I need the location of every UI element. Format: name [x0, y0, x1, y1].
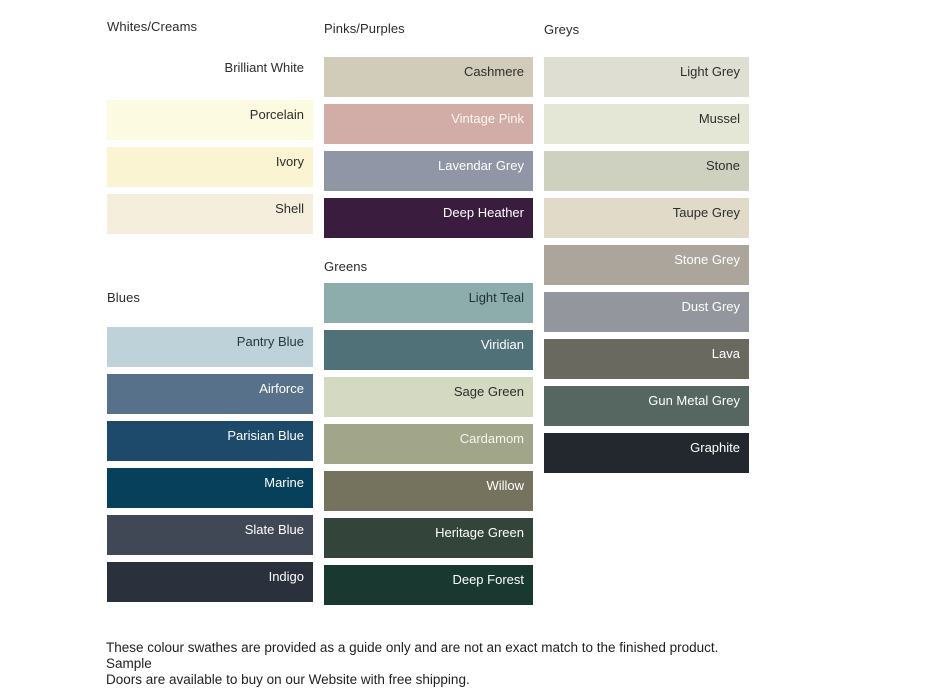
swatch-willow: Willow [324, 471, 533, 511]
swatch-label: Lavendar Grey [438, 158, 524, 173]
swatch-cardamom: Cardamom [324, 424, 533, 464]
swatch-label: Gun Metal Grey [648, 393, 740, 408]
swatch-list: Brilliant White Porcelain Ivory Shell [107, 53, 313, 234]
swatch-heritage-green: Heritage Green [324, 518, 533, 558]
swatch-list: Cashmere Vintage Pink Lavendar Grey Deep He… [324, 57, 533, 238]
swatch-label: Light Teal [468, 290, 524, 305]
swatch-indigo: Indigo [107, 562, 313, 602]
colour-group-greys: Greys Light Grey Mussel Stone Taupe Grey Sto… [544, 22, 749, 480]
swatch-ivory: Ivory [107, 147, 313, 187]
swatch-label: Stone Grey [674, 252, 740, 267]
swatch-airforce: Airforce [107, 374, 313, 414]
colour-group-whites-creams: Whites/Creams Brilliant White Porcelain Iv… [107, 19, 313, 241]
swatch-label: Marine [264, 475, 304, 490]
colour-group-blues: Blues Pantry Blue Airforce Parisian Blue Ma… [107, 290, 313, 609]
swatch-lavendar-grey: Lavendar Grey [324, 151, 533, 191]
swatch-cashmere: Cashmere [324, 57, 533, 97]
swatch-viridian: Viridian [324, 330, 533, 370]
swatch-gun-metal-grey: Gun Metal Grey [544, 386, 749, 426]
swatch-slate-blue: Slate Blue [107, 515, 313, 555]
swatch-label: Mussel [698, 111, 740, 126]
swatch-label: Willow [486, 478, 524, 493]
swatch-label: Viridian [480, 337, 524, 352]
swatch-label: Slate Blue [244, 522, 304, 537]
swatch-graphite: Graphite [544, 433, 749, 473]
group-title: Greys [544, 22, 580, 37]
swatch-label: Ivory [275, 154, 304, 169]
swatch-label: Deep Heather [443, 205, 524, 220]
swatch-label: Sage Green [453, 384, 524, 399]
swatch-label: Taupe Grey [672, 205, 740, 220]
swatch-label: Light Grey [680, 64, 740, 79]
swatch-list: Light Teal Viridian Sage Green Cardamom Will… [324, 283, 533, 605]
swatch-label: Cardamom [459, 431, 524, 446]
group-title: Whites/Creams [107, 19, 198, 34]
swatch-mussel: Mussel [544, 104, 749, 144]
group-title: Blues [107, 290, 141, 305]
colour-group-pinks-purples: Pinks/Purples Cashmere Vintage Pink Lavend… [324, 21, 533, 245]
swatch-label: Heritage Green [435, 525, 524, 540]
swatch-light-teal: Light Teal [324, 283, 533, 323]
swatch-label: Porcelain [249, 107, 304, 122]
swatch-light-grey: Light Grey [544, 57, 749, 97]
group-title: Pinks/Purples [324, 21, 405, 36]
swatch-parisian-blue: Parisian Blue [107, 421, 313, 461]
swatch-deep-heather: Deep Heather [324, 198, 533, 238]
swatch-label: Indigo [268, 569, 304, 584]
swatch-sage-green: Sage Green [324, 377, 533, 417]
swatch-label: Graphite [690, 440, 740, 455]
swatch-label: Cashmere [464, 64, 524, 79]
swatch-vintage-pink: Vintage Pink [324, 104, 533, 144]
swatch-label: Pantry Blue [236, 334, 304, 349]
swatch-label: Airforce [259, 381, 304, 396]
disclaimer-line-1: These colour swathes are provided as a g… [106, 640, 726, 671]
swatch-porcelain: Porcelain [107, 100, 313, 140]
swatch-deep-forest: Deep Forest [324, 565, 533, 605]
swatch-stone-grey: Stone Grey [544, 245, 749, 285]
group-title: Greens [324, 259, 368, 274]
swatch-label: Vintage Pink [451, 111, 524, 126]
disclaimer-text: These colour swathes are provided as a g… [106, 640, 761, 688]
swatch-label: Parisian Blue [227, 428, 304, 443]
swatch-label: Deep Forest [452, 572, 524, 587]
swatch-label: Lava [711, 346, 740, 361]
swatch-list: Light Grey Mussel Stone Taupe Grey Stone Gre… [544, 57, 749, 473]
swatch-list: Pantry Blue Airforce Parisian Blue Marine Sl… [107, 327, 313, 602]
swatch-stone: Stone [544, 151, 749, 191]
colour-group-greens: Greens Light Teal Viridian Sage Green Carda… [324, 259, 533, 612]
swatch-pantry-blue: Pantry Blue [107, 327, 313, 367]
swatch-lava: Lava [544, 339, 749, 379]
swatch-brilliant-white: Brilliant White [107, 53, 313, 93]
swatch-label: Shell [275, 201, 304, 216]
swatch-label: Dust Grey [681, 299, 740, 314]
swatch-shell: Shell [107, 194, 313, 234]
swatch-marine: Marine [107, 468, 313, 508]
swatch-dust-grey: Dust Grey [544, 292, 749, 332]
disclaimer-line-2: Doors are available to buy on our Websit… [106, 672, 470, 687]
swatch-taupe-grey: Taupe Grey [544, 198, 749, 238]
swatch-label: Stone [706, 158, 740, 173]
swatch-label: Brilliant White [224, 60, 304, 75]
